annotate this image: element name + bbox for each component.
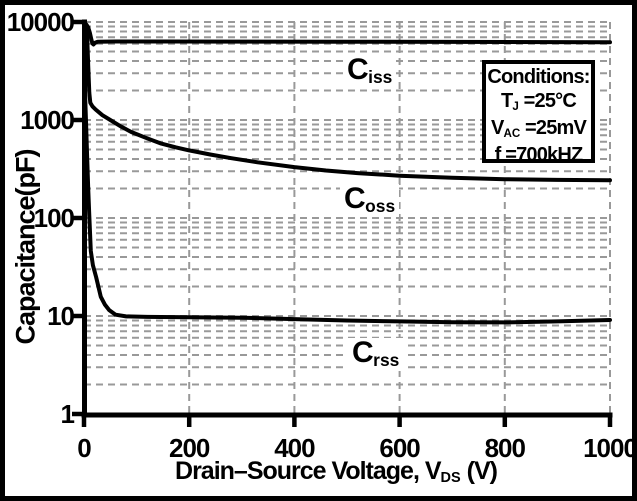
x-tick-label: 400 (274, 433, 315, 463)
x-tick-label: 600 (379, 433, 420, 463)
x-tick-label: 800 (484, 433, 526, 463)
condition-tj-rest: =25°C (518, 90, 577, 112)
x-axis-title: Drain–Source Voltage, VDS (V) (35, 457, 637, 486)
curve-label-crss: Crss (348, 336, 404, 371)
condition-tj-sub: J (512, 99, 519, 113)
y-tick-label: 1000 (20, 105, 75, 135)
curve-label-ciss-sub: iss (368, 66, 393, 87)
x-axis-title-pre: Drain–Source Voltage, V (175, 457, 442, 485)
curve-ciss (82, 20, 612, 47)
curve-label-coss-base: C (344, 182, 366, 215)
conditions-title: Conditions: (487, 66, 590, 88)
condition-tj-base: T (501, 90, 513, 112)
condition-f-rest: =700kHZ (500, 144, 583, 166)
condition-line-tj: TJ =25°C (486, 89, 591, 116)
curve-label-coss: Coss (340, 182, 400, 217)
curve-label-crss-base: C (352, 336, 374, 369)
condition-vac-base: V (490, 117, 504, 139)
condition-f-base: f (494, 144, 502, 166)
condition-vac-sub: AC (503, 126, 521, 140)
x-tick-label: 200 (168, 433, 210, 463)
x-axis-title-sub: DS (440, 470, 461, 487)
curve-label-coss-sub: oss (365, 195, 396, 216)
curve-crss (82, 82, 612, 325)
y-tick-label: 10000 (6, 7, 75, 37)
condition-vac-rest: =25mV (520, 117, 587, 139)
curve-coss (82, 21, 612, 183)
y-tick-label: 1 (60, 399, 75, 429)
condition-line-vac: VAC =25mV (486, 116, 591, 143)
x-tick-label: 1000 (583, 433, 637, 463)
curve-label-ciss: Ciss (343, 53, 397, 88)
condition-line-f: f =700kHZ (486, 143, 591, 170)
x-axis-title-post: (V) (460, 457, 498, 485)
conditions-box: Conditions: TJ =25°C VAC =25mV f =700kHZ (482, 60, 595, 166)
x-tick-label: 0 (77, 433, 91, 463)
y-tick-label: 100 (33, 203, 75, 233)
curve-label-ciss-base: C (347, 53, 369, 86)
y-tick-label: 10 (47, 301, 75, 331)
curve-label-crss-sub: rss (373, 349, 400, 370)
